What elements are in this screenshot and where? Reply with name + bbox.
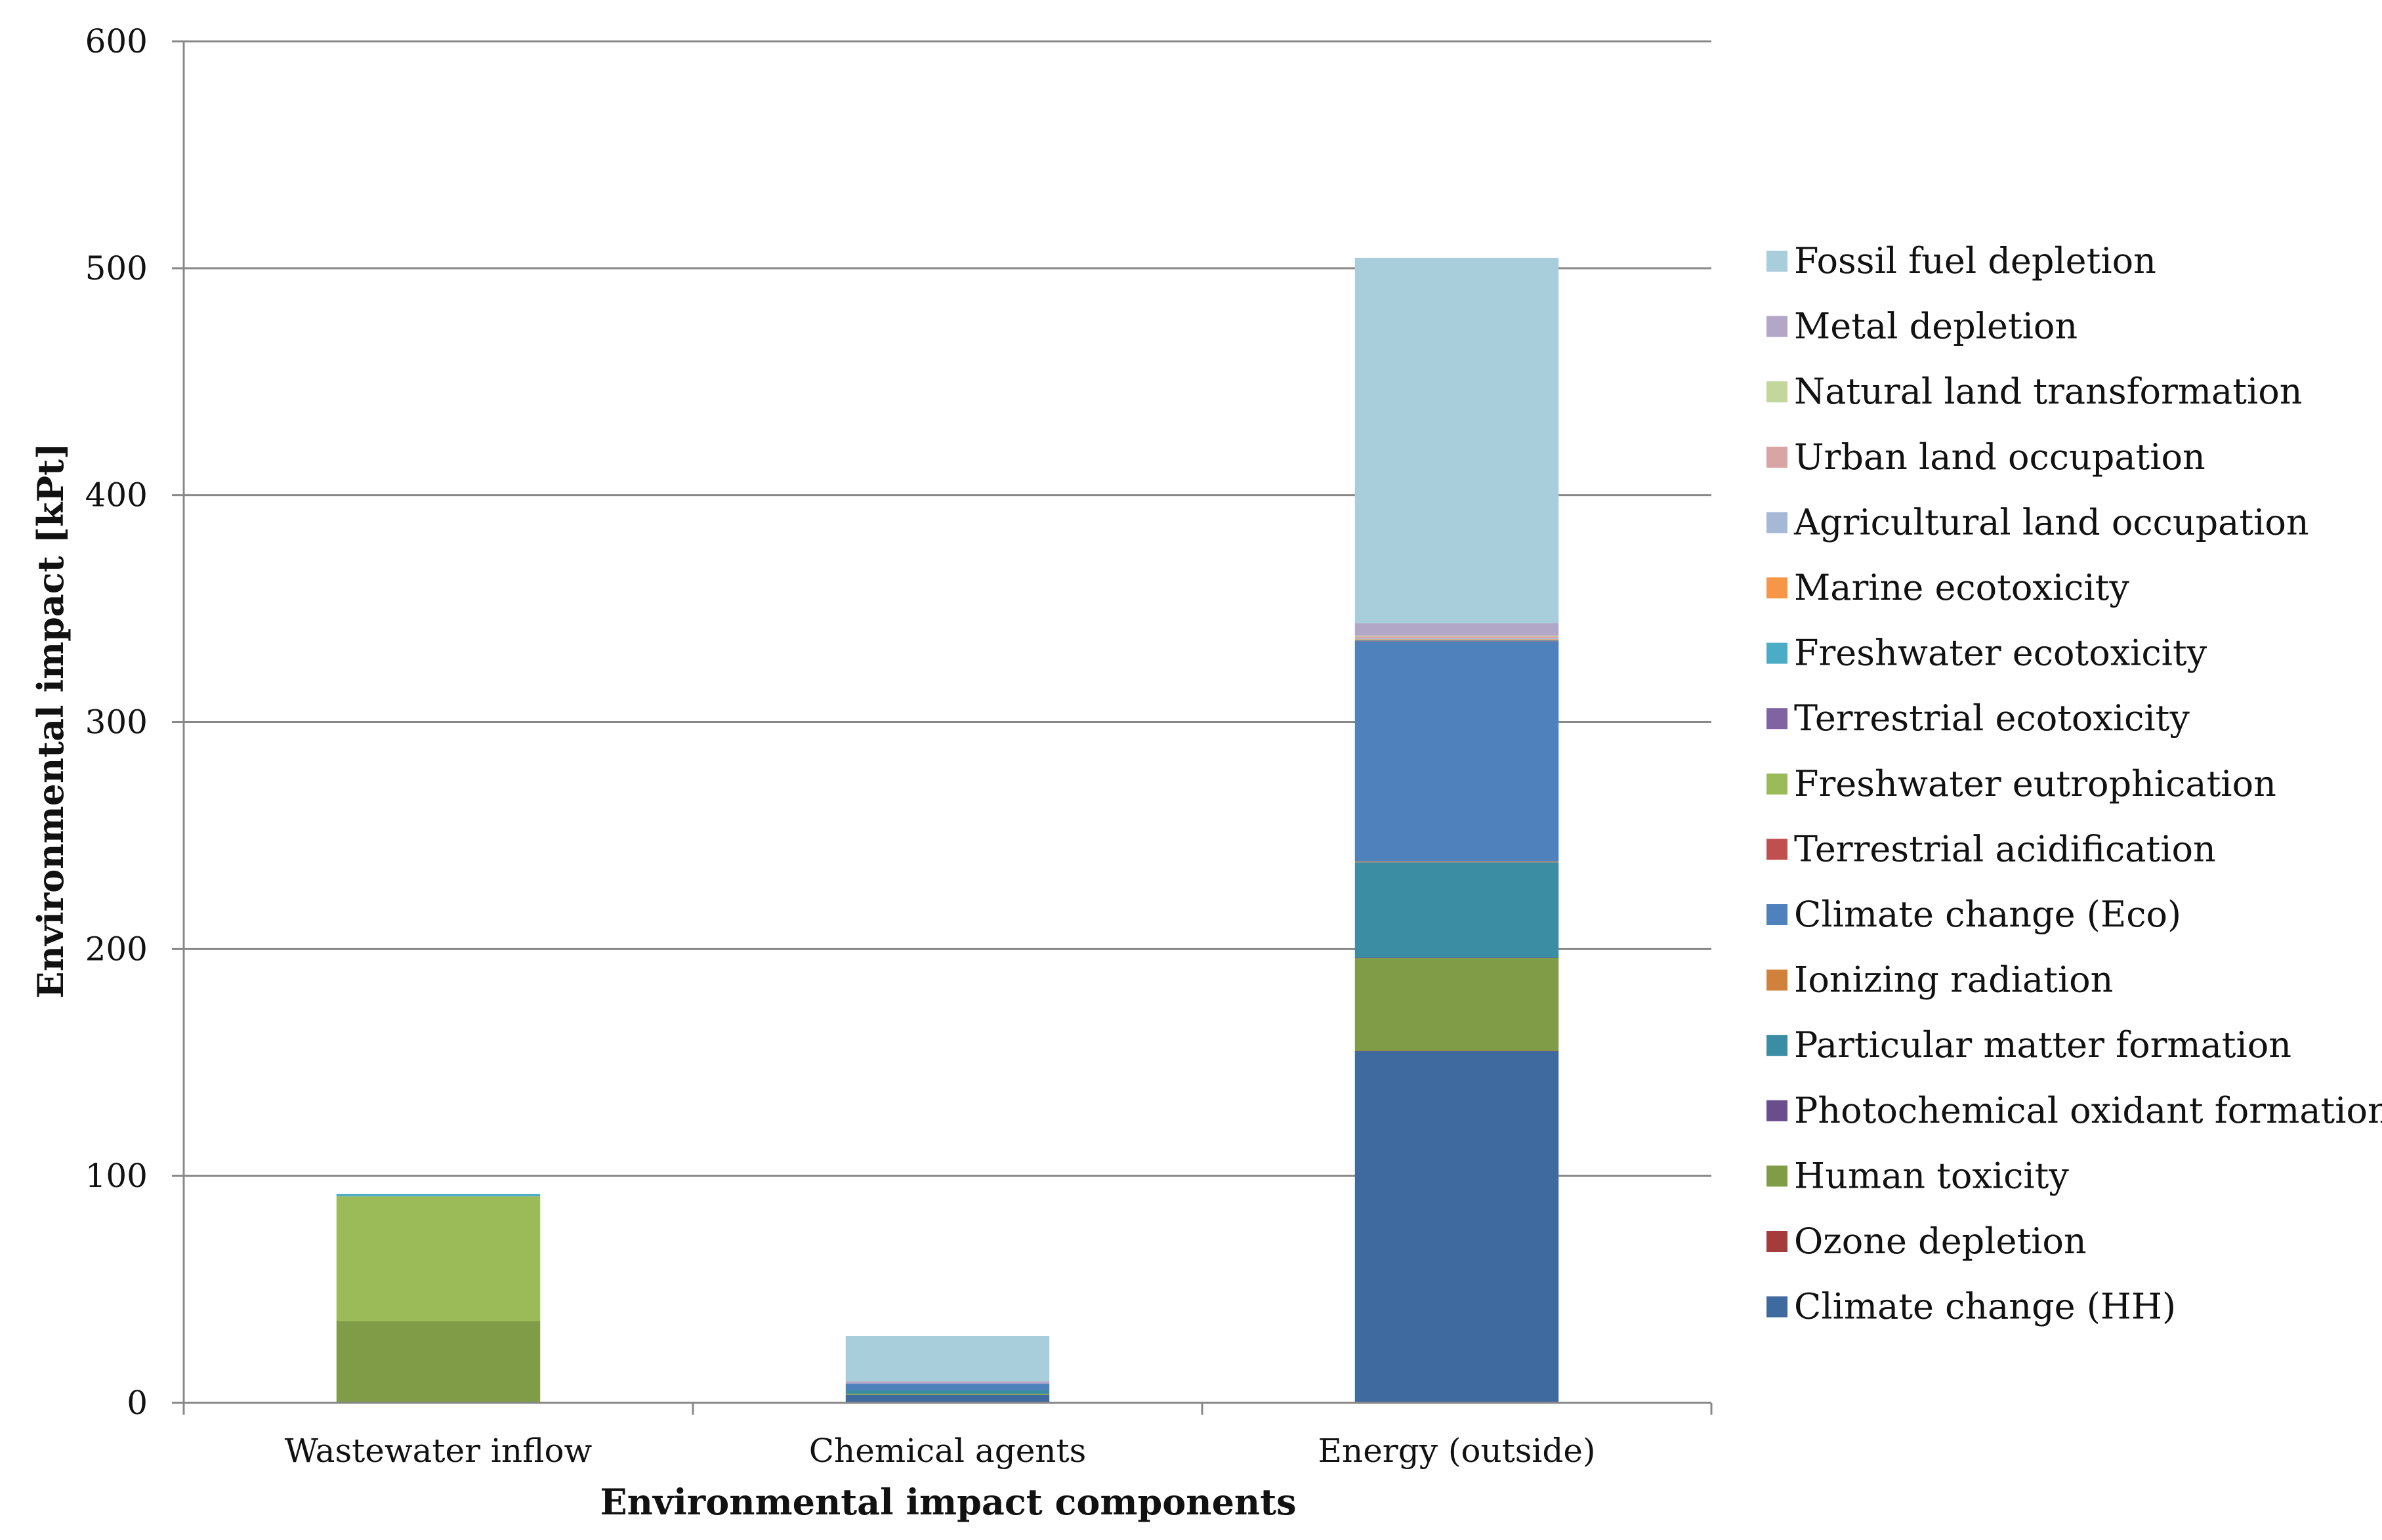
legend-label: Particular matter formation <box>1794 1024 2291 1066</box>
legend-swatch <box>1766 839 1787 860</box>
bar-segment <box>845 1390 1050 1394</box>
x-axis-title: Environmental impact components <box>600 1481 1296 1523</box>
bar-segment <box>336 1194 541 1197</box>
legend-label: Metal depletion <box>1794 306 2078 347</box>
bars <box>336 257 1559 1403</box>
legend-label: Freshwater eutrophication <box>1794 763 2276 804</box>
legend-swatch <box>1766 708 1787 730</box>
bar-segment <box>336 1196 541 1321</box>
bar-segment <box>1354 640 1559 641</box>
y-tick-label: 0 <box>127 1384 148 1422</box>
legend-swatch <box>1766 773 1787 795</box>
legend: Fossil fuel depletion Metal depletion Natu… <box>1766 240 2382 1327</box>
bar-segment <box>1354 862 1559 958</box>
axes <box>172 40 1713 1415</box>
bar-segment <box>1354 957 1559 1051</box>
y-tick-label: 500 <box>85 249 148 287</box>
tick-labels: 0 100 200 300 400 500 600 Wastewater inflow Chem… <box>85 22 1596 1470</box>
legend-swatch <box>1766 969 1787 991</box>
bar-segment <box>845 1394 1050 1403</box>
legend-swatch <box>1766 1035 1787 1056</box>
legend-label: Urban land occupation <box>1794 436 2205 478</box>
legend-swatch <box>1766 446 1787 468</box>
y-tick-label: 100 <box>85 1157 148 1195</box>
bar-segment <box>1354 623 1559 636</box>
legend-swatch <box>1766 316 1787 337</box>
legend-label: Marine ecotoxicity <box>1794 567 2129 608</box>
legend-swatch <box>1766 577 1787 598</box>
legend-label: Photochemical oxidant formation <box>1794 1090 2382 1131</box>
bar-segment <box>1354 641 1559 862</box>
bar-segment <box>1354 640 1559 641</box>
bar-segment <box>845 1394 1050 1395</box>
bar-segment <box>1354 640 1559 642</box>
legend-label: Freshwater ecotoxicity <box>1794 633 2207 674</box>
legend-swatch <box>1766 642 1787 664</box>
x-tick-label: Energy (outside) <box>1318 1432 1596 1470</box>
bar-segment <box>845 1335 1050 1382</box>
bar-segment <box>845 1383 1050 1390</box>
bar-segment <box>1354 638 1559 640</box>
legend-label: Climate change (Eco) <box>1794 894 2181 935</box>
bar-segment <box>1354 257 1559 623</box>
legend-swatch <box>1766 1100 1787 1121</box>
x-tick-label: Wastewater inflow <box>285 1432 593 1470</box>
legend-label: Terrestrial acidification <box>1794 828 2216 869</box>
legend-label: Ozone depletion <box>1794 1220 2087 1262</box>
legend-label: Agricultural land occupation <box>1793 501 2309 543</box>
bar-segment <box>336 1321 541 1403</box>
y-tick-label: 400 <box>85 476 148 514</box>
bar-segment <box>1354 639 1559 640</box>
legend-label: Human toxicity <box>1794 1155 2069 1196</box>
legend-label: Fossil fuel depletion <box>1794 240 2156 281</box>
legend-swatch <box>1766 512 1787 533</box>
x-tick-label: Chemical agents <box>809 1432 1087 1470</box>
legend-label: Natural land transformation <box>1794 371 2303 412</box>
legend-swatch <box>1766 381 1787 403</box>
y-axis-title: Environmental impact [kPt] <box>30 442 72 998</box>
y-tick-label: 300 <box>85 703 148 741</box>
legend-swatch <box>1766 251 1787 272</box>
bar-segment <box>1354 1051 1559 1403</box>
bar-segment <box>1354 1051 1559 1052</box>
bar-segment <box>1354 636 1559 638</box>
bar-segment <box>845 1381 1050 1384</box>
legend-label: Terrestrial ecotoxicity <box>1794 697 2190 739</box>
legend-label: Climate change (HH) <box>1794 1286 2176 1327</box>
legend-swatch <box>1766 904 1787 925</box>
y-tick-label: 600 <box>85 22 148 60</box>
y-tick-label: 200 <box>85 930 148 968</box>
bar-segment <box>1354 957 1559 958</box>
legend-swatch <box>1766 1231 1787 1252</box>
legend-label: Ionizing radiation <box>1794 959 2113 1001</box>
legend-swatch <box>1766 1165 1787 1187</box>
legend-swatch <box>1766 1296 1787 1318</box>
